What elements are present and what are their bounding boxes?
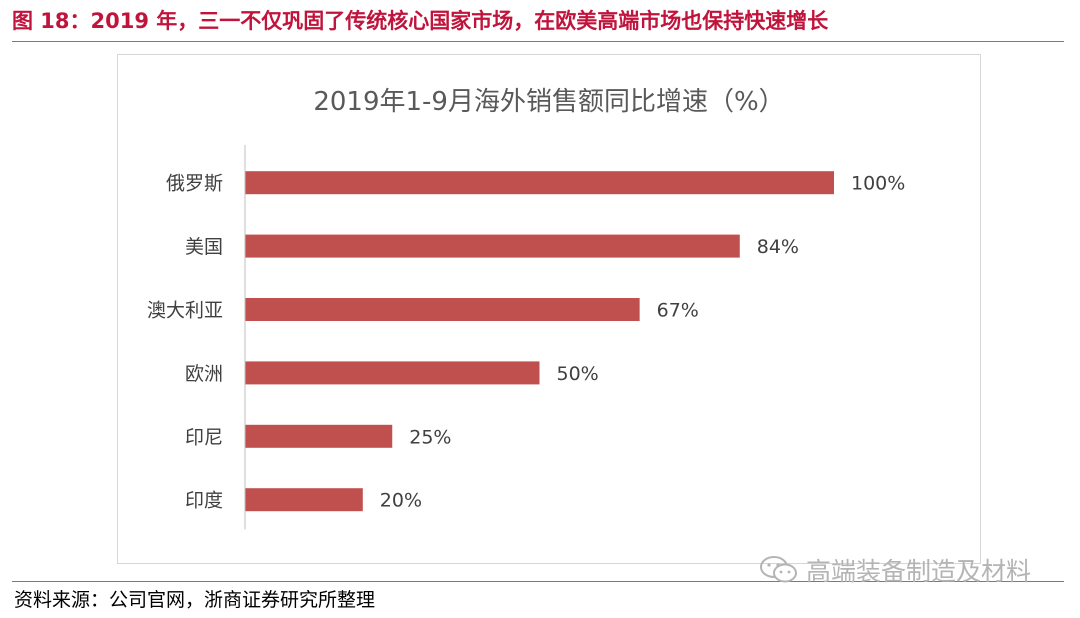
data-label: 84% [757,236,799,258]
wechat-icon [760,556,797,583]
source-note: 资料来源：公司官网，浙商证券研究所整理 [14,589,376,611]
bar [245,361,540,385]
data-label: 20% [380,490,422,512]
category-label: 印尼 [185,426,223,448]
category-label: 印度 [185,490,223,512]
figure-title: 图 18：2019 年，三一不仅巩固了传统核心国家市场，在欧美高端市场也保持快速… [12,9,829,33]
bar [245,488,363,512]
bar [245,424,393,448]
data-label: 25% [409,426,451,448]
bar-chart: 2019年1-9月海外销售额同比增速（%） 俄罗斯 100% 美国 84% 澳大利亚 67… [147,87,905,530]
watermark-text: 高端装备制造及材料 [806,557,1032,586]
data-label: 100% [851,173,905,195]
category-label: 欧洲 [185,363,223,385]
category-label: 澳大利亚 [147,300,223,322]
bottom-rule [12,581,1064,582]
category-label: 俄罗斯 [166,173,223,195]
chart-frame: 2019年1-9月海外销售额同比增速（%） 俄罗斯 100% 美国 84% 澳大利亚 67… [117,54,981,564]
data-label: 67% [657,300,699,322]
bar [245,171,834,195]
top-rule [12,41,1064,42]
bars-layer: 俄罗斯 100% 美国 84% 澳大利亚 67% 欧洲 50% 印尼 25% 印度 20% [147,171,905,512]
bar [245,298,640,321]
data-label: 50% [557,363,599,385]
chart-title: 2019年1-9月海外销售额同比增速（%） [313,87,784,117]
bar [245,234,740,258]
watermark: 高端装备制造及材料 [758,553,1031,587]
category-label: 美国 [185,236,223,258]
